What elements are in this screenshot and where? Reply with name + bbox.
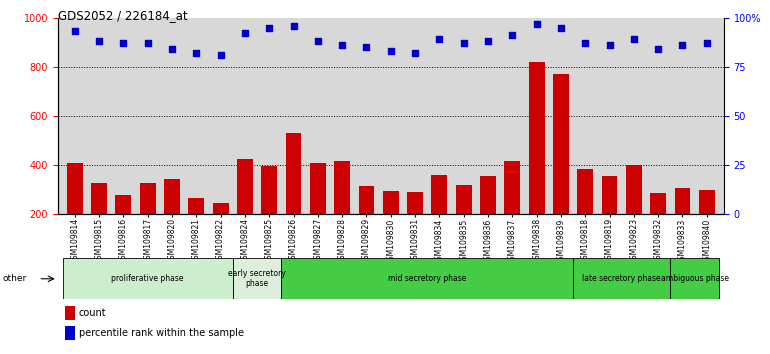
Text: mid secretory phase: mid secretory phase bbox=[388, 274, 467, 283]
Point bbox=[385, 48, 397, 54]
Bar bbox=[651, 193, 666, 263]
Bar bbox=[573, 258, 671, 299]
Point bbox=[287, 23, 300, 28]
Text: percentile rank within the sample: percentile rank within the sample bbox=[79, 328, 243, 338]
Point bbox=[312, 39, 324, 44]
Point bbox=[336, 42, 348, 48]
Bar bbox=[578, 169, 593, 263]
Bar bbox=[626, 165, 641, 263]
Bar bbox=[359, 186, 374, 263]
Bar bbox=[699, 190, 715, 263]
Text: GDS2052 / 226184_at: GDS2052 / 226184_at bbox=[58, 9, 187, 22]
Bar bbox=[407, 192, 423, 263]
Bar bbox=[553, 74, 569, 263]
Bar bbox=[310, 162, 326, 263]
Bar bbox=[675, 188, 691, 263]
Bar bbox=[431, 175, 447, 263]
Bar bbox=[334, 161, 350, 263]
Text: proliferative phase: proliferative phase bbox=[112, 274, 184, 283]
Bar bbox=[504, 161, 521, 263]
Bar bbox=[164, 178, 180, 263]
Point bbox=[190, 50, 203, 56]
Point bbox=[628, 36, 640, 42]
Bar bbox=[601, 176, 618, 263]
Point bbox=[239, 30, 251, 36]
Point bbox=[506, 33, 518, 38]
Point bbox=[69, 29, 81, 34]
Bar bbox=[233, 258, 281, 299]
Point bbox=[215, 52, 227, 58]
Point bbox=[531, 21, 543, 27]
Bar bbox=[116, 195, 131, 263]
Point bbox=[166, 46, 178, 52]
Point bbox=[360, 44, 373, 50]
Bar bbox=[383, 191, 399, 263]
Text: count: count bbox=[79, 308, 106, 318]
Point bbox=[579, 40, 591, 46]
Point bbox=[434, 36, 446, 42]
Bar bbox=[67, 162, 82, 263]
Bar bbox=[189, 198, 204, 263]
Point bbox=[93, 39, 105, 44]
Point bbox=[554, 25, 567, 30]
Bar bbox=[529, 62, 544, 263]
Text: ambiguous phase: ambiguous phase bbox=[661, 274, 728, 283]
Point bbox=[142, 40, 154, 46]
Point bbox=[117, 40, 129, 46]
Point bbox=[457, 40, 470, 46]
Bar bbox=[140, 183, 156, 263]
Bar bbox=[281, 258, 573, 299]
Bar bbox=[213, 203, 229, 263]
Point bbox=[263, 25, 276, 30]
Bar bbox=[237, 159, 253, 263]
Bar bbox=[286, 133, 301, 263]
Point bbox=[676, 42, 688, 48]
Bar bbox=[261, 166, 277, 263]
Bar bbox=[62, 258, 233, 299]
Point bbox=[701, 40, 713, 46]
Point bbox=[482, 39, 494, 44]
Point bbox=[652, 46, 665, 52]
Text: other: other bbox=[2, 274, 26, 283]
Bar bbox=[671, 258, 719, 299]
Text: early secretory
phase: early secretory phase bbox=[228, 269, 286, 289]
Text: late secretory phase: late secretory phase bbox=[582, 274, 661, 283]
Bar bbox=[456, 185, 471, 263]
Point bbox=[604, 42, 616, 48]
Point bbox=[409, 50, 421, 56]
Bar bbox=[480, 176, 496, 263]
Bar bbox=[91, 183, 107, 263]
